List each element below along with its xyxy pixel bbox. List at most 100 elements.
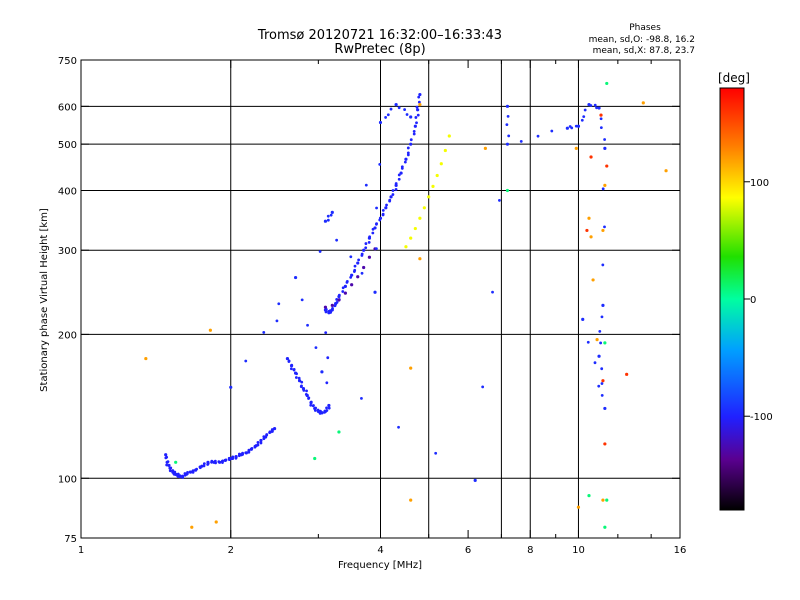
data-point: [422, 206, 426, 210]
data-point: [603, 225, 606, 229]
data-point: [498, 199, 501, 202]
data-point: [306, 323, 309, 327]
data-point: [415, 121, 418, 125]
data-point: [270, 428, 274, 431]
data-point: [378, 162, 382, 166]
data-point: [190, 525, 194, 529]
data-point: [302, 388, 306, 392]
data-point: [357, 258, 361, 262]
data-point: [600, 382, 604, 385]
data-point: [277, 302, 281, 306]
data-point: [576, 124, 581, 128]
data-point: [289, 367, 293, 371]
data-point: [603, 341, 607, 345]
data-point: [413, 124, 417, 128]
data-point: [234, 455, 238, 459]
data-point: [188, 470, 193, 474]
data-point: [337, 298, 341, 302]
x-tick-label: 4: [377, 545, 383, 556]
y-tick-label: 400: [58, 186, 77, 197]
data-point: [292, 368, 296, 372]
data-point: [323, 219, 328, 223]
data-point: [605, 81, 609, 86]
data-point: [412, 132, 416, 136]
data-point: [362, 248, 366, 252]
data-point: [591, 278, 595, 282]
data-point: [414, 116, 418, 119]
data-point: [595, 106, 598, 110]
data-point: [403, 160, 407, 164]
data-point: [603, 525, 607, 529]
data-point: [599, 113, 603, 117]
data-point: [375, 206, 378, 210]
data-point: [350, 283, 354, 287]
data-point: [587, 493, 591, 498]
y-axis-label: Stationary phase Virtual Height [km]: [39, 208, 50, 392]
x-tick-label: 10: [572, 545, 585, 556]
data-point: [325, 381, 329, 385]
data-point: [367, 240, 371, 244]
data-point: [349, 255, 353, 259]
data-point: [364, 246, 368, 250]
data-point: [180, 475, 184, 479]
data-point: [404, 245, 408, 249]
data-point: [356, 275, 360, 279]
data-point: [536, 134, 540, 138]
data-point: [374, 247, 378, 251]
data-point: [505, 188, 510, 193]
x-tick-label: 2: [228, 545, 234, 556]
data-point: [373, 290, 377, 294]
data-point: [409, 142, 413, 146]
data-point: [169, 466, 173, 470]
data-point: [144, 356, 148, 361]
data-point: [343, 291, 347, 295]
data-point: [603, 406, 607, 411]
data-point: [364, 183, 368, 187]
data-point: [443, 148, 447, 153]
data-point: [178, 474, 182, 478]
data-point: [589, 155, 593, 159]
data-point: [507, 134, 511, 138]
data-point: [224, 458, 228, 462]
x-tick-label: 1: [78, 545, 84, 556]
data-point: [337, 430, 341, 434]
data-point: [360, 271, 364, 275]
data-point: [327, 406, 331, 410]
data-point: [397, 425, 400, 429]
data-point: [601, 498, 605, 502]
data-point: [413, 226, 417, 231]
data-point: [605, 498, 609, 502]
data-point: [603, 138, 607, 141]
data-point: [259, 441, 263, 445]
data-point: [600, 315, 604, 319]
data-point: [360, 252, 364, 256]
data-point: [593, 361, 597, 365]
data-point: [587, 216, 591, 220]
data-point: [307, 397, 310, 400]
data-point: [305, 393, 309, 398]
data-point: [185, 472, 189, 476]
data-point: [593, 103, 597, 107]
chart-title: Tromsø 20120721 16:32:00–16:33:43: [257, 28, 502, 43]
data-point: [431, 184, 435, 188]
y-tick-label: 600: [58, 102, 77, 113]
data-point: [391, 189, 395, 192]
data-point: [214, 520, 218, 524]
data-point: [337, 293, 341, 297]
data-point: [505, 104, 510, 108]
data-point: [397, 173, 401, 177]
data-point: [289, 364, 294, 368]
data-point: [576, 505, 581, 509]
data-point: [570, 126, 574, 130]
data-point: [265, 433, 269, 437]
data-point: [300, 298, 304, 302]
data-point: [599, 126, 603, 130]
data-point: [416, 108, 420, 112]
data-point: [435, 173, 439, 178]
data-point: [439, 162, 443, 166]
data-point: [550, 129, 554, 133]
data-point: [397, 177, 401, 181]
data-point: [327, 403, 331, 408]
data-point: [601, 228, 605, 233]
